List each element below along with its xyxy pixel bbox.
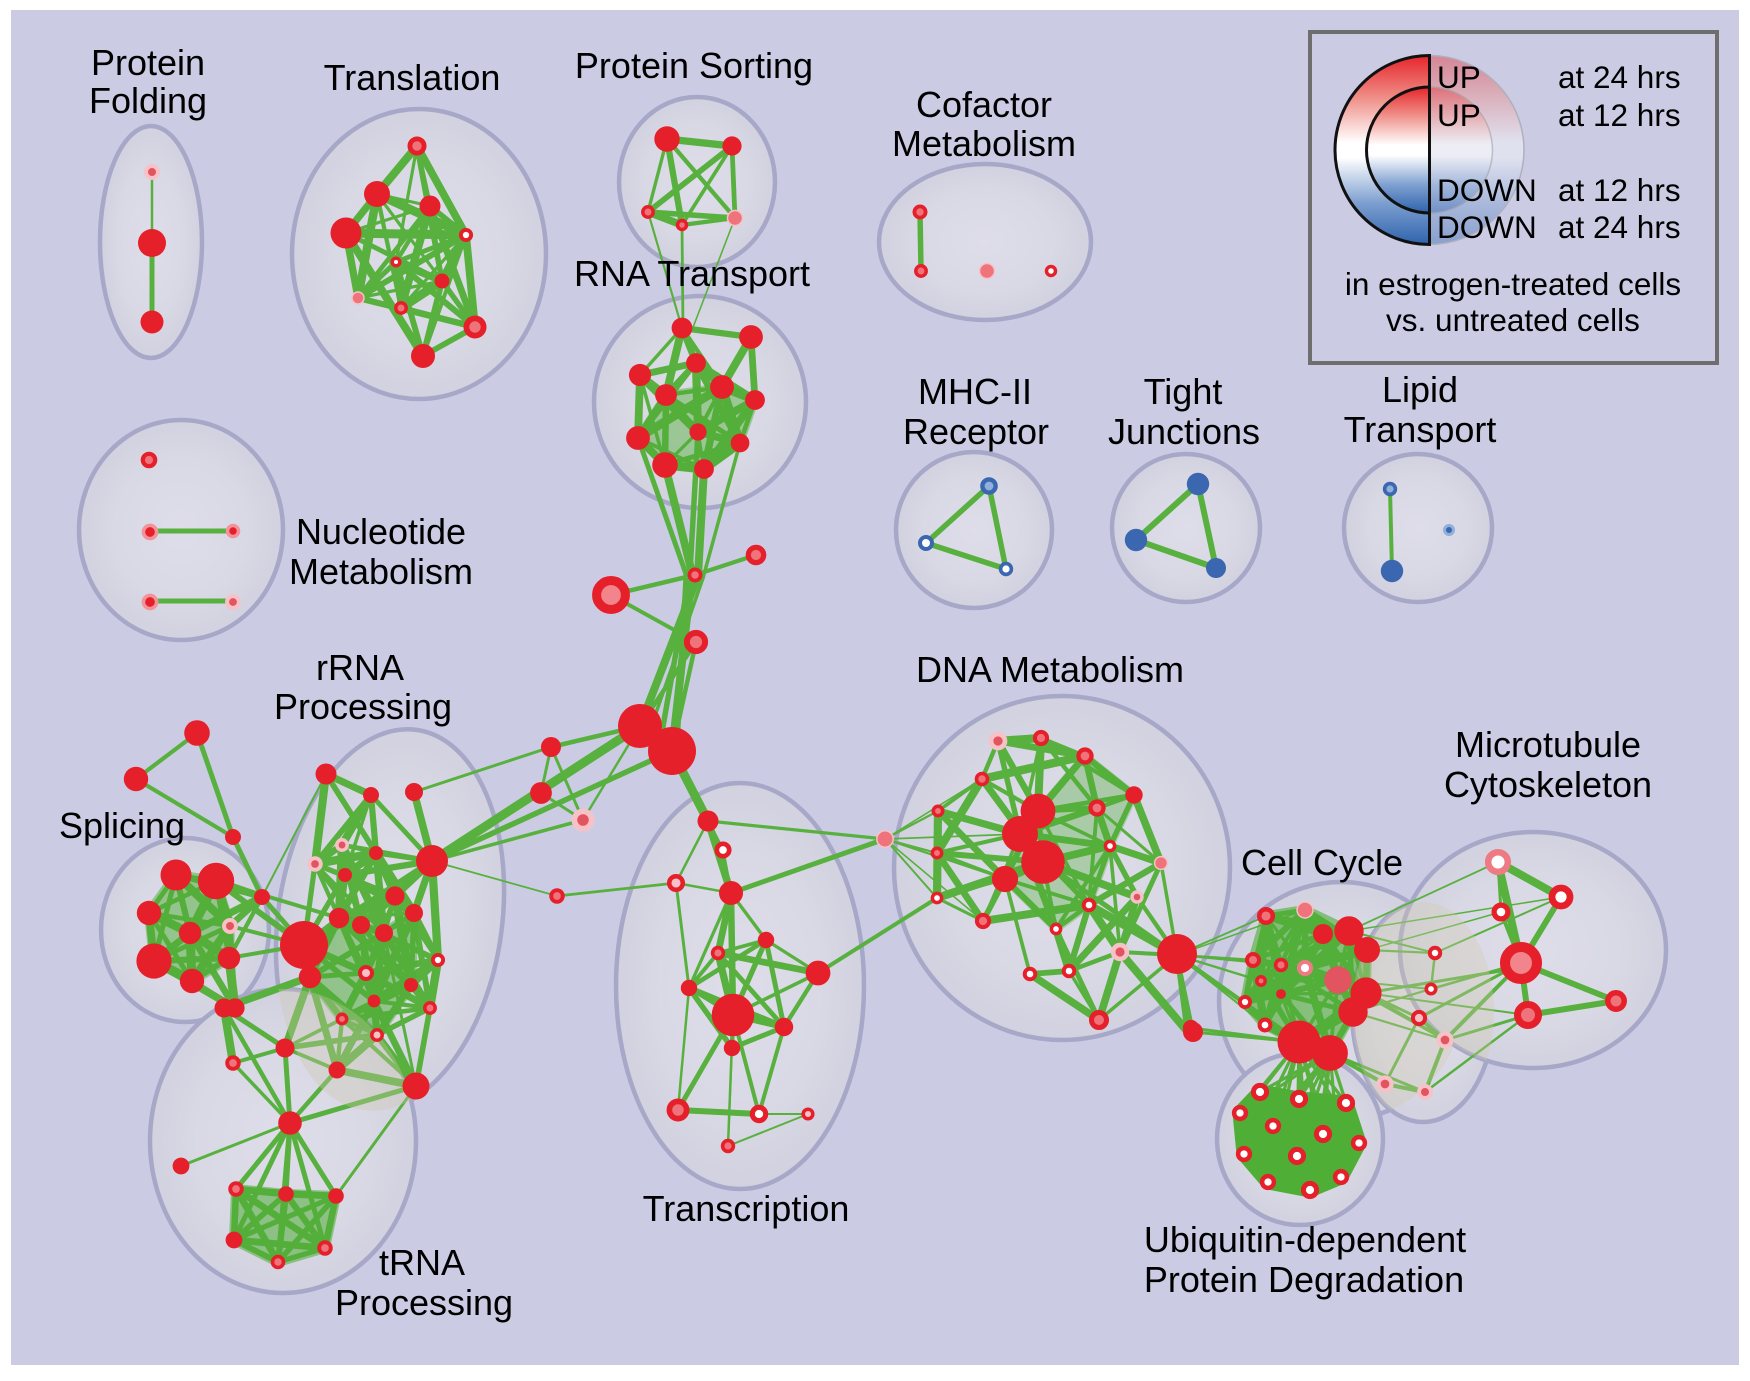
svg-text:Metabolism: Metabolism bbox=[892, 123, 1076, 164]
svg-text:Ubiquitin-dependent: Ubiquitin-dependent bbox=[1144, 1219, 1466, 1260]
svg-text:at 24 hrs: at 24 hrs bbox=[1558, 209, 1681, 245]
svg-text:Protein: Protein bbox=[91, 42, 205, 83]
svg-text:Cell Cycle: Cell Cycle bbox=[1241, 842, 1403, 883]
svg-text:tRNA: tRNA bbox=[379, 1242, 465, 1283]
svg-text:MHC-II: MHC-II bbox=[918, 371, 1032, 412]
svg-text:vs. untreated cells: vs. untreated cells bbox=[1386, 302, 1640, 338]
svg-text:Protein Degradation: Protein Degradation bbox=[1144, 1259, 1464, 1300]
svg-text:UP: UP bbox=[1437, 97, 1481, 133]
svg-text:RNA Transport: RNA Transport bbox=[574, 253, 810, 294]
svg-text:at 24 hrs: at 24 hrs bbox=[1558, 59, 1681, 95]
svg-text:at 12 hrs: at 12 hrs bbox=[1558, 172, 1681, 208]
svg-text:Nucleotide: Nucleotide bbox=[296, 511, 466, 552]
svg-text:DOWN: DOWN bbox=[1437, 209, 1537, 245]
svg-text:Folding: Folding bbox=[89, 80, 207, 121]
svg-text:Splicing: Splicing bbox=[59, 805, 185, 846]
svg-text:Junctions: Junctions bbox=[1108, 411, 1260, 452]
svg-text:Protein Sorting: Protein Sorting bbox=[575, 45, 813, 86]
svg-text:DOWN: DOWN bbox=[1437, 172, 1537, 208]
svg-text:at 12 hrs: at 12 hrs bbox=[1558, 97, 1681, 133]
svg-text:Lipid: Lipid bbox=[1382, 369, 1458, 410]
svg-text:Processing: Processing bbox=[274, 686, 452, 727]
svg-text:Tight: Tight bbox=[1144, 371, 1223, 412]
svg-text:rRNA: rRNA bbox=[316, 647, 404, 688]
svg-text:UP: UP bbox=[1437, 59, 1481, 95]
svg-text:Translation: Translation bbox=[324, 57, 501, 98]
svg-text:Processing: Processing bbox=[335, 1282, 513, 1323]
svg-text:Cytoskeleton: Cytoskeleton bbox=[1444, 764, 1652, 805]
svg-text:Cofactor: Cofactor bbox=[916, 84, 1052, 125]
svg-text:in estrogen-treated cells: in estrogen-treated cells bbox=[1345, 266, 1681, 302]
svg-text:Transcription: Transcription bbox=[643, 1188, 850, 1229]
svg-text:Transport: Transport bbox=[1344, 409, 1497, 450]
svg-text:Receptor: Receptor bbox=[903, 411, 1049, 452]
svg-text:DNA Metabolism: DNA Metabolism bbox=[916, 649, 1184, 690]
svg-text:Microtubule: Microtubule bbox=[1455, 724, 1641, 765]
svg-text:Metabolism: Metabolism bbox=[289, 551, 473, 592]
